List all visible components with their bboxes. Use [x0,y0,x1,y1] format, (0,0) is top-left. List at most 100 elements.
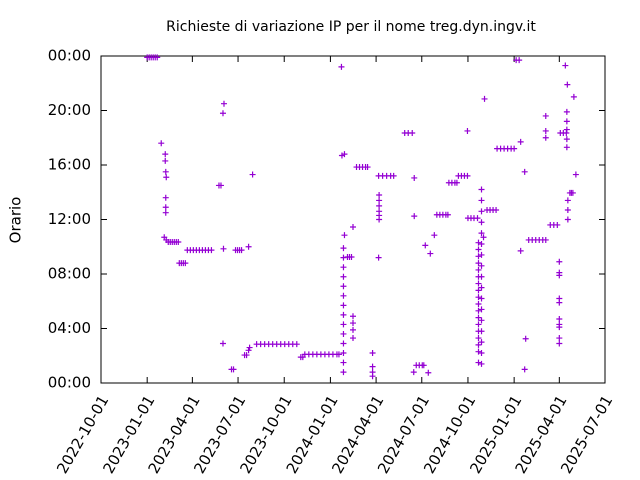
point [478,339,485,346]
point [350,313,356,320]
point [542,127,549,134]
point [219,110,226,117]
point [154,54,161,61]
point [564,81,571,88]
point [478,295,485,302]
point [475,294,482,301]
point [556,324,563,331]
point [341,151,348,158]
point [335,351,342,358]
point [478,197,485,204]
point [478,273,485,280]
point [564,197,571,204]
point [475,314,482,321]
point [340,302,347,309]
point [208,247,215,254]
point [350,223,356,230]
point [478,230,485,237]
point [542,134,549,141]
point [376,216,383,223]
y-tick-label: 04:00 [48,319,91,337]
point [478,306,485,313]
point [475,300,482,307]
point [422,242,429,249]
point [350,320,356,327]
y-tick-label: 00:00 [48,47,91,65]
point [162,209,169,216]
point [217,182,224,189]
point [162,168,169,175]
point [369,363,376,370]
point [478,186,485,193]
point [431,232,438,239]
point [245,243,252,250]
point [478,284,485,291]
point [220,100,227,107]
point [556,272,563,279]
point [556,258,563,265]
point [481,95,488,102]
point [478,328,485,335]
point [563,118,570,125]
point [563,144,570,151]
point [572,171,579,178]
point [243,352,250,359]
point [563,136,570,143]
y-tick-label: 00:00 [48,374,91,392]
point [427,250,434,257]
point [340,273,347,280]
point [340,311,347,318]
point [420,362,427,369]
point [249,171,256,178]
point [364,164,371,171]
point [521,366,528,373]
point [245,347,252,354]
point [230,366,237,373]
point [521,168,528,175]
point [238,247,245,254]
point [340,245,347,252]
point [475,239,482,246]
point [475,321,482,328]
point [369,373,376,380]
point [340,292,347,299]
point [475,253,482,260]
point [340,359,347,366]
point [410,369,417,376]
point [341,232,348,239]
point [563,126,570,133]
point [340,254,347,261]
point [376,197,383,204]
point [175,238,182,245]
point [475,335,482,342]
y-tick-label: 16:00 [48,156,91,174]
point [293,341,300,348]
chart-title: Richieste di variazione IP per il nome t… [166,19,536,35]
point [219,340,226,347]
point [340,283,347,290]
point [554,221,561,228]
point [478,208,485,215]
point [478,262,485,269]
point [162,194,169,201]
point [340,321,347,328]
y-tick-label: 08:00 [48,265,91,283]
point [246,344,253,351]
point [475,307,482,314]
point [162,204,169,211]
point [474,215,481,222]
point [425,369,432,376]
point [475,287,482,294]
point [570,93,577,100]
point [564,206,571,213]
point [376,202,383,209]
point [475,246,482,253]
point [453,179,460,186]
point [444,211,451,218]
point [475,260,482,267]
point [556,299,563,306]
point [478,350,485,357]
point [478,317,485,324]
point [516,57,523,64]
